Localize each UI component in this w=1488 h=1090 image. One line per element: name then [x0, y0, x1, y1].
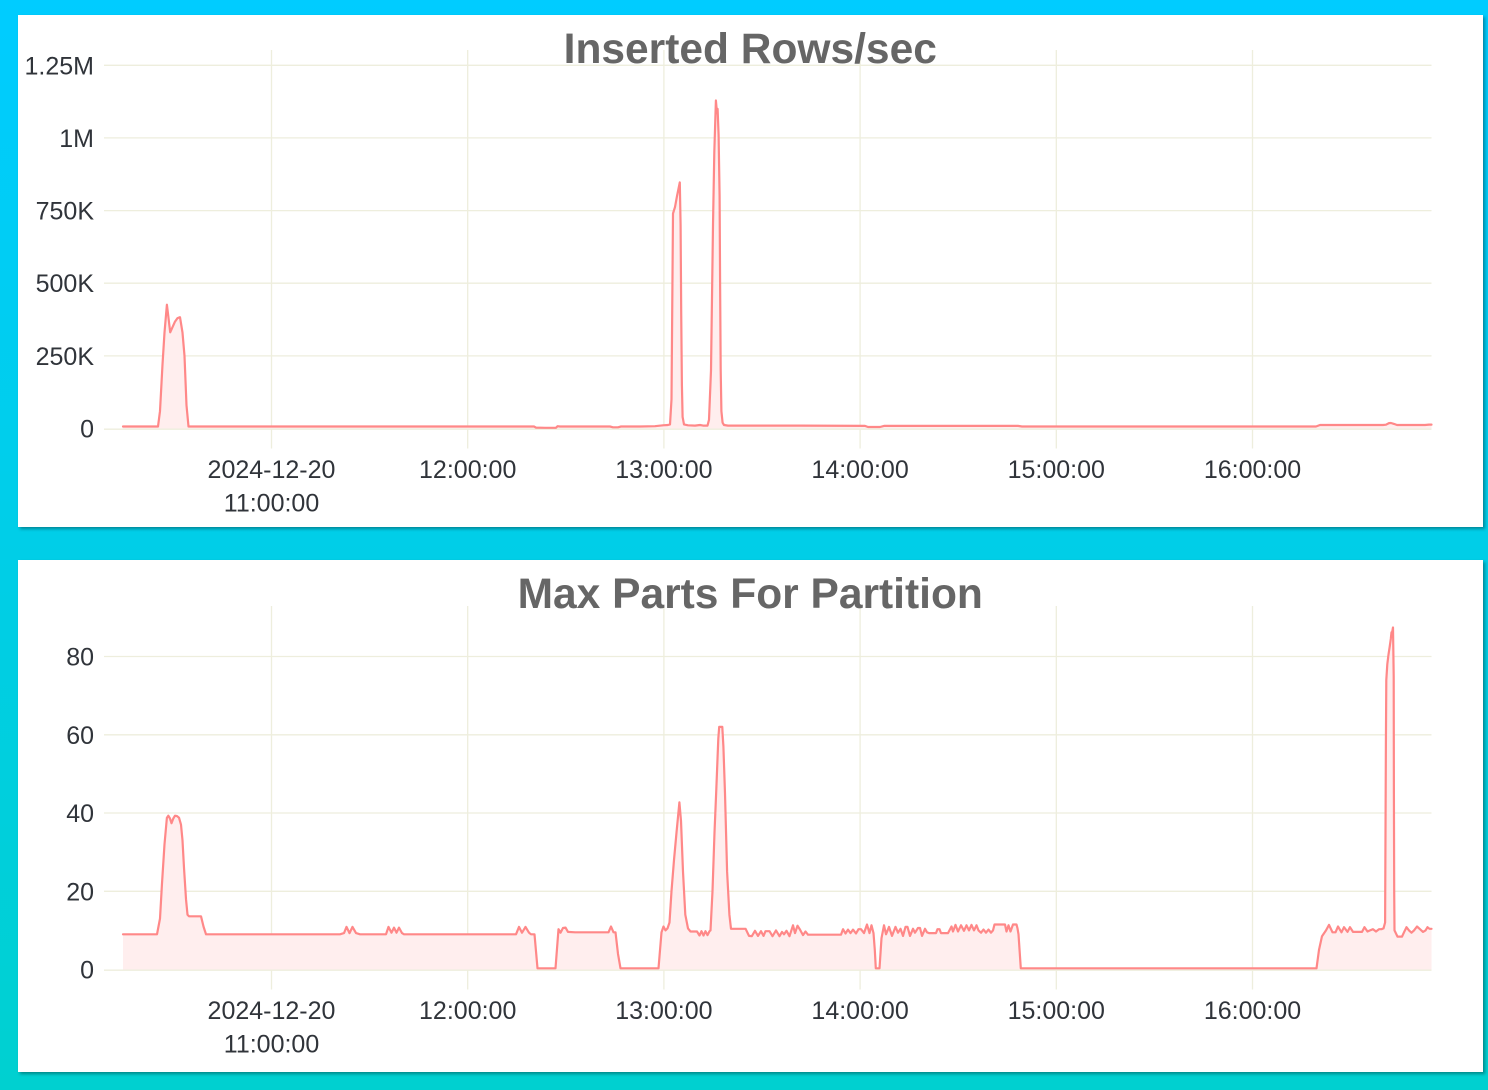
svg-text:12:00:00: 12:00:00 [419, 456, 516, 484]
svg-text:16:00:00: 16:00:00 [1204, 456, 1301, 484]
svg-text:11:00:00: 11:00:00 [224, 1031, 319, 1059]
svg-text:12:00:00: 12:00:00 [419, 997, 516, 1025]
svg-text:15:00:00: 15:00:00 [1008, 456, 1105, 484]
svg-text:500K: 500K [36, 270, 95, 298]
svg-text:80: 80 [66, 644, 94, 672]
svg-text:0: 0 [80, 957, 94, 985]
svg-text:11:00:00: 11:00:00 [224, 490, 319, 518]
svg-text:1M: 1M [59, 125, 94, 153]
svg-text:20: 20 [66, 878, 94, 906]
svg-text:2024-12-20: 2024-12-20 [208, 997, 336, 1025]
svg-text:13:00:00: 13:00:00 [615, 456, 712, 484]
svg-text:16:00:00: 16:00:00 [1204, 997, 1301, 1025]
svg-text:0: 0 [80, 416, 94, 444]
svg-text:750K: 750K [36, 198, 95, 226]
svg-text:14:00:00: 14:00:00 [811, 997, 908, 1025]
svg-text:15:00:00: 15:00:00 [1008, 997, 1105, 1025]
svg-text:2024-12-20: 2024-12-20 [208, 456, 336, 484]
svg-text:14:00:00: 14:00:00 [811, 456, 908, 484]
svg-text:40: 40 [66, 800, 94, 828]
svg-text:13:00:00: 13:00:00 [615, 997, 712, 1025]
svg-text:1.25M: 1.25M [25, 52, 94, 80]
svg-text:60: 60 [66, 722, 94, 750]
svg-text:250K: 250K [36, 343, 95, 371]
